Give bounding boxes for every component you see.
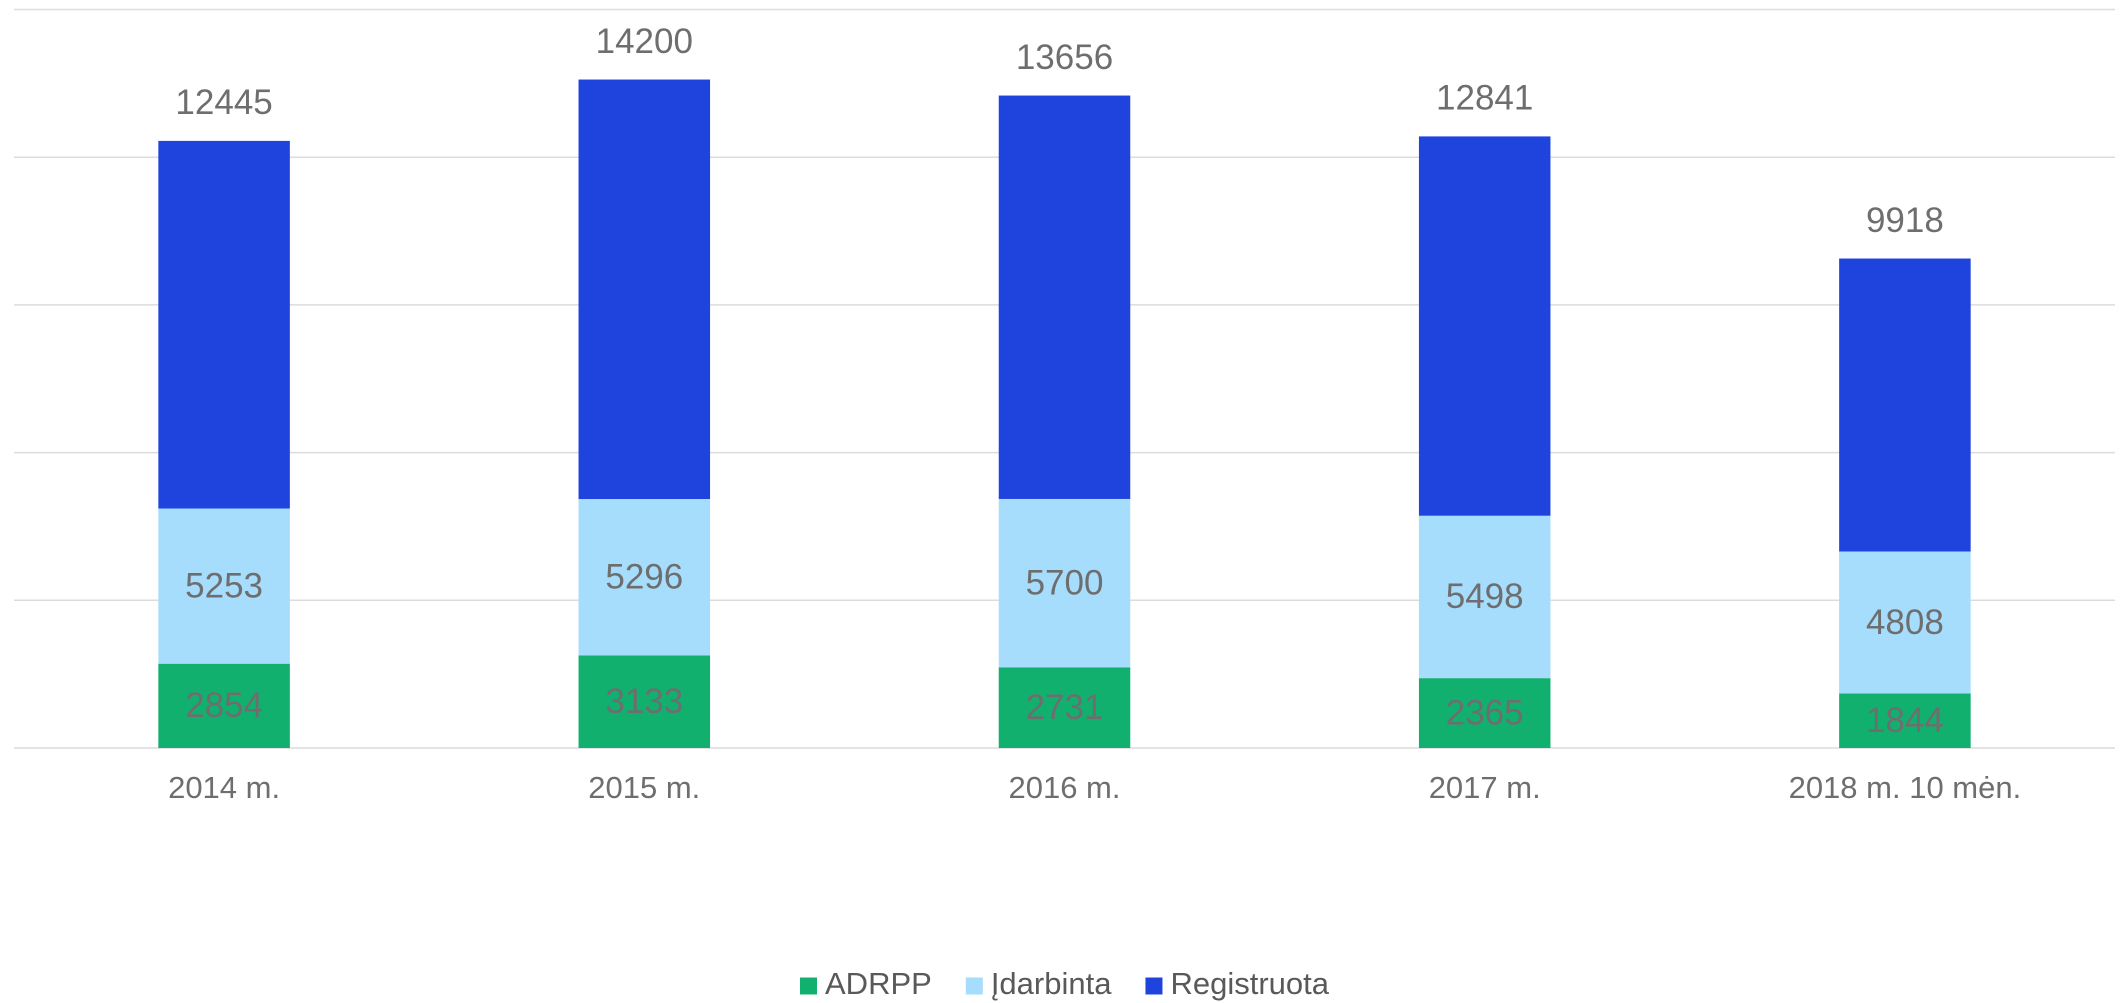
x-tick-label: 2016 m.: [1008, 770, 1120, 805]
data-label: 5700: [1026, 563, 1104, 602]
data-label: 3133: [605, 682, 683, 721]
data-label: 2365: [1446, 693, 1524, 732]
bar-segment: [578, 655, 711, 748]
data-label: 5296: [605, 557, 683, 596]
data-label: 9918: [1866, 201, 1944, 240]
x-tick-label: 2017 m.: [1429, 770, 1541, 805]
legend-swatch: [800, 977, 818, 995]
x-tick-label: 2014 m.: [168, 770, 280, 805]
legend-swatch: [965, 977, 983, 995]
data-label: 1844: [1866, 701, 1944, 740]
bar-segment: [998, 498, 1131, 668]
data-label: 14200: [596, 22, 693, 61]
data-label: 13656: [1016, 38, 1113, 77]
data-label: 12841: [1436, 79, 1533, 118]
legend-swatch: [1145, 977, 1163, 995]
data-label: 12445: [175, 83, 272, 122]
x-tick-label: 2018 m. 10 mėn.: [1789, 770, 2022, 805]
bar-segment: [578, 79, 711, 500]
x-tick-label: 2015 m.: [588, 770, 700, 805]
bar-segment: [1418, 136, 1551, 516]
bar-segment: [1839, 258, 1971, 552]
bar-segment: [1418, 515, 1551, 679]
bar-segment: [158, 508, 290, 664]
legend-label: Įdarbinta: [991, 966, 1112, 1001]
legend-label: Registruota: [1170, 966, 1329, 1001]
bar-segment: [158, 663, 290, 748]
data-label: 5498: [1446, 577, 1524, 616]
bar-segment: [158, 140, 290, 509]
data-label: 2854: [185, 686, 263, 725]
bar-segment: [1839, 551, 1971, 694]
bar-segment: [998, 667, 1131, 748]
data-label: 5253: [185, 566, 263, 605]
data-label: 4808: [1866, 603, 1944, 642]
bar-segment: [998, 95, 1131, 499]
bar-segment: [578, 499, 711, 656]
bar-segment: [1839, 693, 1971, 748]
data-label: 2731: [1026, 688, 1104, 727]
bar-segment: [1418, 678, 1551, 748]
legend-label: ADRPP: [825, 966, 932, 1001]
